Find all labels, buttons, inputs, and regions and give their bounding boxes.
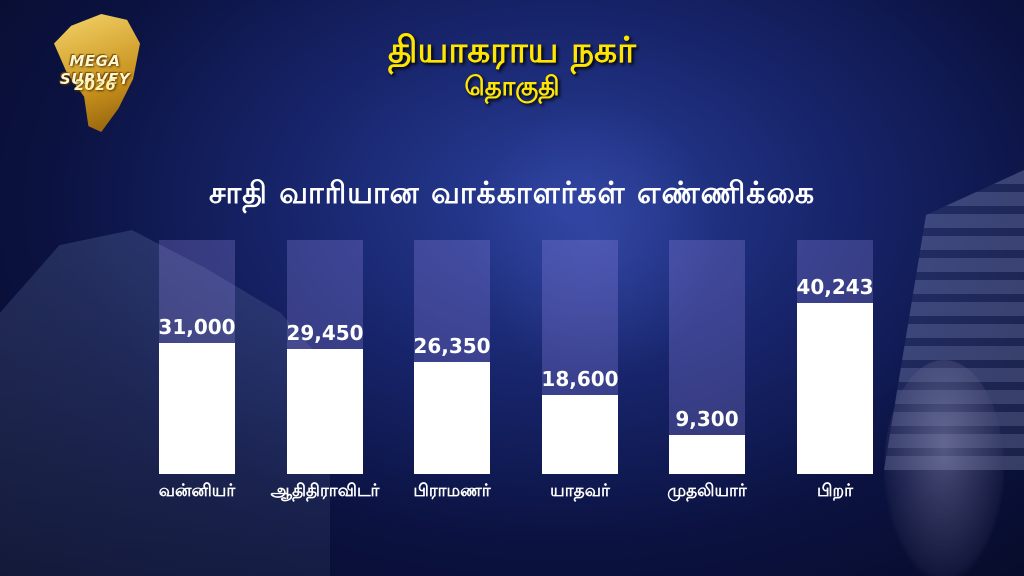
bar-track-3: 26,350 — [413, 240, 491, 474]
bar-track-6: 40,243 — [796, 240, 874, 474]
bar-value-label: 26,350 — [413, 334, 491, 358]
bar-track-4: 18,600 — [541, 240, 619, 474]
category-label: யாதவர் — [550, 481, 610, 501]
chart-title: சாதி வாரியான வாக்காளர்கள் எண்ணிக்கை — [208, 176, 816, 211]
bar-5 — [669, 435, 745, 474]
background-map-glow — [470, 100, 720, 380]
bar-6 — [797, 303, 873, 474]
bar-value-label: 9,300 — [675, 407, 739, 431]
bar-value-label: 31,000 — [158, 315, 236, 339]
page-title: தியாகராய நகர் — [388, 30, 636, 71]
mega-survey-logo: MEGA SURVEY 2026 — [40, 14, 150, 132]
category-label: வன்னியர் — [158, 481, 236, 501]
bar-value-label: 29,450 — [286, 321, 364, 345]
category-label: ஆதிதிராவிடர் — [270, 481, 380, 501]
category-label: முதலியார் — [667, 481, 747, 501]
background-hand — [884, 360, 1004, 576]
bar-4 — [542, 395, 618, 474]
bar-1 — [159, 343, 235, 474]
logo-year-text: 2026 — [74, 76, 116, 94]
category-label: பிறர் — [817, 481, 853, 501]
category-label: பிராமணர் — [413, 481, 491, 501]
bar-value-label: 18,600 — [541, 367, 619, 391]
logo-brand-text: MEGA SURVEY — [59, 52, 131, 88]
bar-track-5: 9,300 — [669, 240, 745, 474]
page-subtitle: தொகுதி — [464, 72, 560, 102]
bar-value-label: 40,243 — [796, 275, 874, 299]
bar-track-2: 29,450 — [286, 240, 364, 474]
bar-track-1: 31,000 — [158, 240, 236, 474]
bar-2 — [287, 349, 363, 474]
bar-3 — [414, 362, 490, 474]
